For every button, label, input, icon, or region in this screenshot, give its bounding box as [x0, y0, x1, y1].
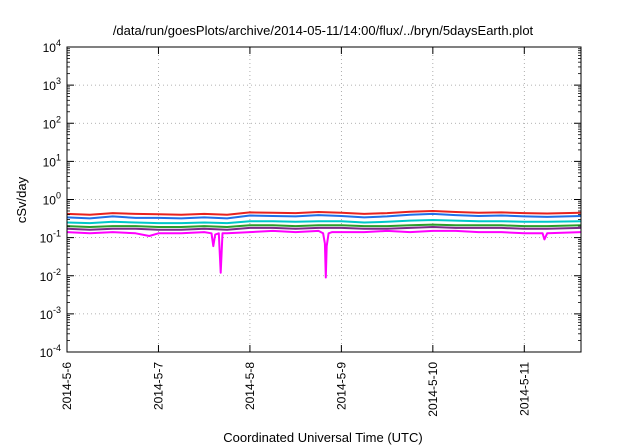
x-tick-label: 2014-5-11	[517, 362, 531, 416]
x-tick-label: 2014-5-6	[60, 362, 74, 410]
series-line-3	[66, 219, 582, 225]
y-axis-label: cSv/day	[14, 176, 29, 223]
x-tick-label: 2014-5-7	[151, 362, 165, 410]
x-tick-label: 2014-5-10	[426, 362, 440, 417]
grid	[67, 47, 581, 352]
y-tick-label: 103	[43, 76, 61, 93]
y-tick-label: 10-1	[40, 229, 61, 246]
x-tick-label: 2014-5-8	[243, 362, 257, 410]
chart-title: /data/run/goesPlots/archive/2014-05-11/1…	[113, 23, 534, 38]
y-tick-label: 10-4	[40, 343, 61, 360]
y-tick-label: 100	[43, 191, 61, 208]
x-axis: 2014-5-6 2014-5-7 2014-5-8 2014-5-9 2014-5-1…	[60, 47, 531, 417]
y-tick-label: 102	[43, 114, 61, 131]
x-axis-label: Coordinated Universal Time (UTC)	[223, 430, 422, 445]
y-tick-label: 104	[43, 38, 61, 55]
series-line-6	[66, 229, 582, 279]
y-tick-label: 10-2	[40, 267, 61, 284]
series-line-2	[66, 212, 582, 220]
y-tick-label: 101	[43, 152, 61, 169]
x-tick-label: 2014-5-9	[334, 362, 348, 410]
series-line-5	[66, 226, 582, 231]
y-axis: 10-4 10-3 10-2 10-1 100 101 102 103 104	[40, 38, 581, 360]
series-line-4	[66, 223, 582, 228]
series-line-1	[66, 210, 582, 216]
series-layer	[66, 210, 582, 279]
y-tick-label: 10-3	[40, 305, 61, 322]
